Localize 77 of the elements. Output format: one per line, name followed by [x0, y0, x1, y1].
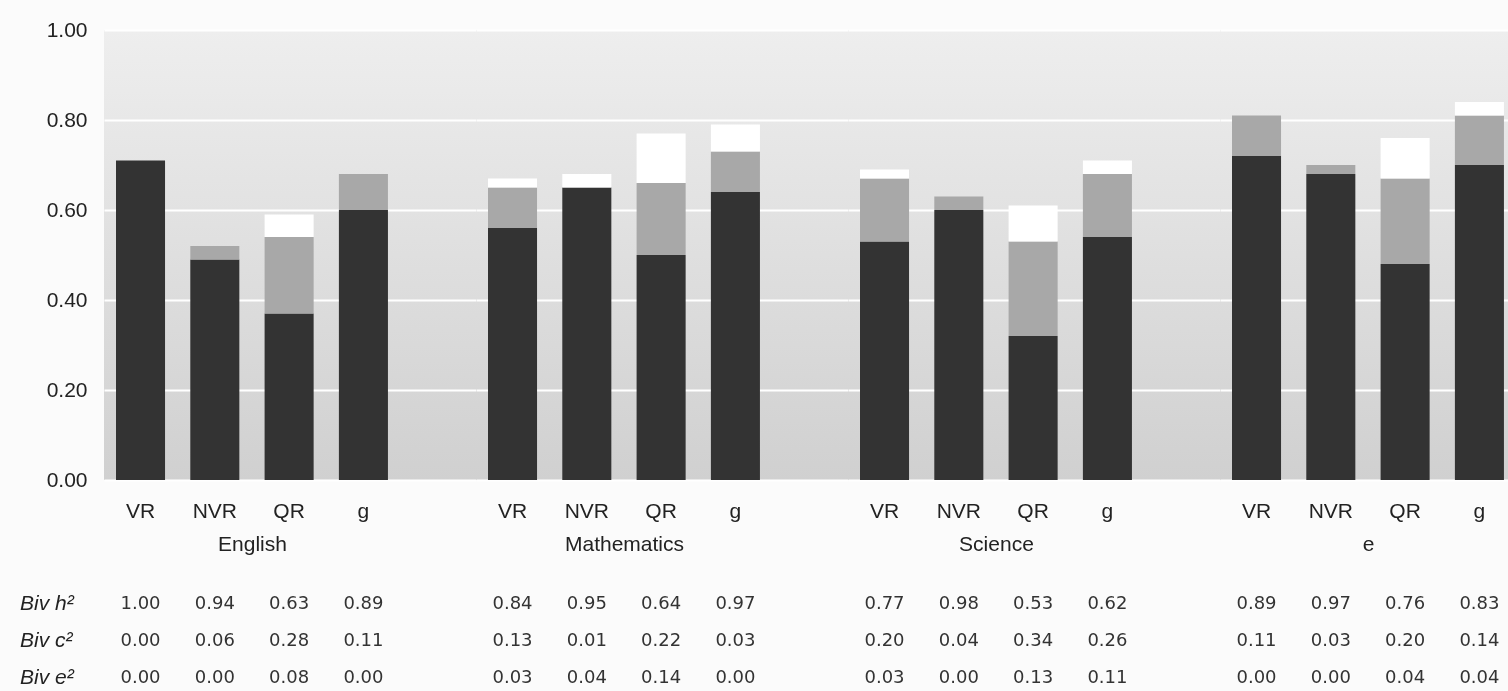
y-tick-label: 1.00: [46, 17, 88, 41]
text: 0.22: [641, 629, 682, 650]
text: 0.03: [864, 666, 905, 687]
text: 0.97: [1310, 592, 1351, 613]
text: 0.04: [938, 629, 979, 650]
text: 0.76: [1385, 592, 1426, 613]
x-tick-label: NVR: [564, 498, 609, 522]
text: 0.20: [1385, 629, 1426, 650]
text: 0.63: [269, 592, 310, 613]
text: 0.08: [269, 666, 310, 687]
text: 0.00: [120, 666, 161, 687]
x-tick-label: VR: [1241, 498, 1272, 522]
x-tick-label: g: [1473, 498, 1486, 522]
text: 0.97: [715, 592, 756, 613]
text: 1.00: [120, 592, 161, 613]
text: 0.14: [1459, 629, 1500, 650]
text: 0.01: [566, 629, 607, 650]
text: 0.03: [492, 666, 533, 687]
text: 0.11: [343, 629, 384, 650]
x-tick-label: g: [1101, 498, 1114, 522]
text: Biv e²: [20, 665, 75, 688]
y-tick-label: 0.40: [46, 287, 88, 311]
text: Biv c²: [20, 628, 74, 651]
x-axis-title: Science: [959, 531, 1034, 555]
text: 0.06: [194, 629, 235, 650]
text: 0.64: [641, 592, 682, 613]
y-tick-label: 0.20: [46, 377, 88, 401]
text: 0.89: [1236, 592, 1277, 613]
text: 0.98: [938, 592, 979, 613]
text: 0.34: [1013, 629, 1054, 650]
text: 0.04: [1459, 666, 1500, 687]
x-tick-label: QR: [1389, 498, 1421, 522]
text: 0.20: [864, 629, 905, 650]
text: 0.13: [1013, 666, 1054, 687]
x-tick-label: QR: [645, 498, 677, 522]
x-tick-label: QR: [1017, 498, 1049, 522]
x-tick-label: VR: [497, 498, 528, 522]
x-axis-title: Mathematics: [564, 531, 684, 555]
text: 0.95: [566, 592, 607, 613]
x-tick-label: g: [357, 498, 370, 522]
y-tick-label: 0.80: [46, 107, 88, 131]
x-tick-label: NVR: [1308, 498, 1353, 522]
text: 0.00: [120, 629, 161, 650]
text: 0.11: [1087, 666, 1128, 687]
text: 0.03: [1310, 629, 1351, 650]
y-tick-label: 0.00: [46, 467, 88, 491]
text: 0.28: [269, 629, 310, 650]
text: 0.00: [194, 666, 235, 687]
x-axis-title: e: [1362, 531, 1375, 555]
text: 0.00: [343, 666, 384, 687]
x-tick-label: QR: [273, 498, 305, 522]
text: 0.00: [1236, 666, 1277, 687]
text: 0.14: [641, 666, 682, 687]
x-axis-title: English: [218, 531, 287, 555]
x-tick-label: g: [729, 498, 742, 522]
text: 0.00: [715, 666, 756, 687]
text: 0.94: [194, 592, 235, 613]
text: 0.03: [715, 629, 756, 650]
x-tick-label: VR: [125, 498, 156, 522]
text: 0.00: [938, 666, 979, 687]
text: 0.11: [1236, 629, 1277, 650]
y-tick-label: 0.60: [46, 197, 88, 221]
x-tick-label: NVR: [936, 498, 981, 522]
text: 0.00: [1310, 666, 1351, 687]
text: 0.04: [566, 666, 607, 687]
text: 0.13: [492, 629, 533, 650]
text: 0.83: [1459, 592, 1500, 613]
text: 0.77: [864, 592, 905, 613]
text: 0.89: [343, 592, 384, 613]
x-tick-label: VR: [869, 498, 900, 522]
text: 0.84: [492, 592, 533, 613]
text: 0.53: [1013, 592, 1054, 613]
x-tick-label: NVR: [192, 498, 237, 522]
text: 0.26: [1087, 629, 1128, 650]
text: Biv h²: [20, 591, 75, 614]
text: 0.04: [1385, 666, 1426, 687]
text: 0.62: [1087, 592, 1128, 613]
